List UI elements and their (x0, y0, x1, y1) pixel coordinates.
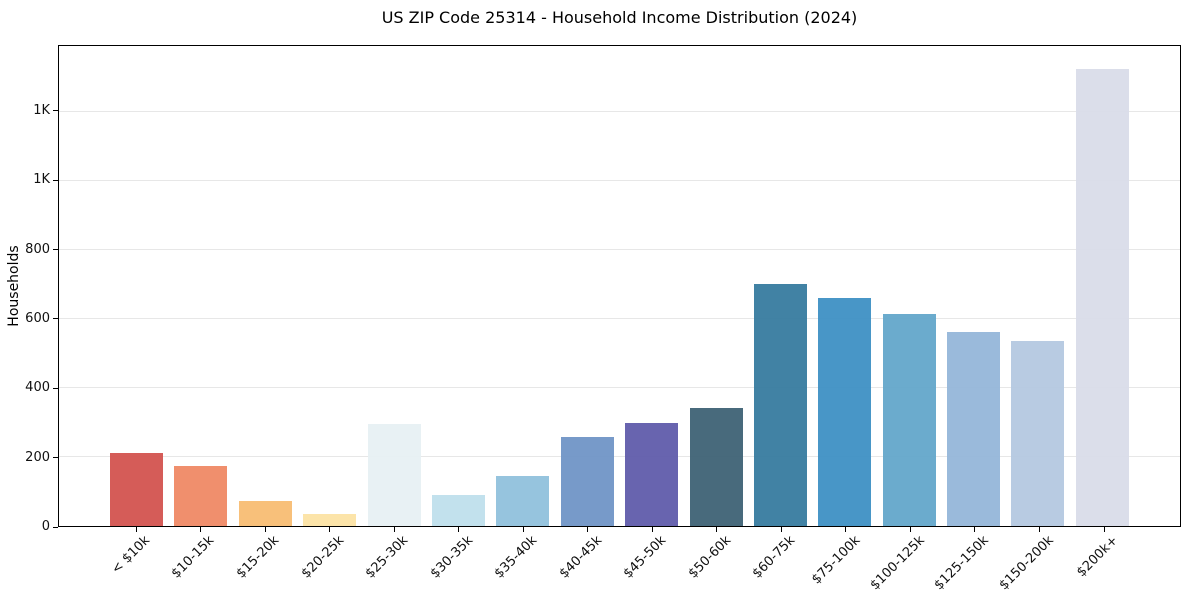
y-tick-mark (53, 249, 58, 251)
bar-0 (110, 453, 163, 526)
x-tick-mark (135, 527, 137, 532)
bar-8 (625, 423, 679, 526)
y-tick-mark (53, 318, 58, 320)
bar-15 (1075, 69, 1129, 526)
x-tick-label: $40-45k (556, 533, 605, 582)
gridline (59, 386, 1180, 388)
bar-4 (367, 424, 421, 526)
x-tick-label: < $10k (109, 533, 154, 578)
x-tick-label: $75-100k (808, 533, 863, 588)
y-tick-mark (53, 457, 58, 459)
x-tick-mark (716, 527, 718, 532)
bar-13 (947, 331, 1001, 526)
x-tick-label: $45-50k (620, 533, 670, 582)
x-tick-mark (909, 527, 911, 532)
x-tick-label: $20-25k (298, 533, 347, 582)
bar-6 (496, 475, 550, 526)
y-tick-label: 800 (25, 241, 50, 257)
gridline (59, 110, 1180, 112)
bar-1 (174, 465, 228, 526)
x-tick-mark (587, 527, 589, 532)
gridline (59, 455, 1180, 457)
x-tick-mark (329, 527, 331, 532)
x-tick-mark (522, 527, 524, 532)
x-tick-label: $200k+ (1074, 533, 1122, 581)
x-tick-mark (780, 527, 782, 532)
bar-10 (753, 284, 807, 526)
bar-12 (882, 313, 936, 526)
x-tick-mark (845, 527, 847, 532)
x-tick-label: $35-40k (491, 533, 541, 582)
bar-9 (689, 408, 743, 526)
plot-area (58, 45, 1181, 527)
gridline (59, 179, 1180, 181)
bars-container (59, 46, 1180, 526)
gridline (59, 317, 1180, 319)
gridline (59, 248, 1180, 250)
y-tick-label: 0 (41, 519, 50, 534)
x-tick-mark (974, 527, 976, 532)
y-tick-label: 400 (25, 380, 50, 396)
x-tick-label: $15-20k (233, 533, 283, 582)
y-tick-label: 1K (33, 102, 50, 118)
x-tick-mark (393, 527, 395, 532)
x-tick-mark (1103, 527, 1105, 532)
x-tick-mark (1038, 527, 1040, 532)
bar-14 (1011, 340, 1065, 526)
x-tick-label: $50-60k (685, 533, 734, 582)
x-tick-mark (458, 527, 460, 532)
x-tick-label: $60-75k (749, 533, 799, 582)
y-tick-mark (53, 526, 58, 528)
x-tick-label: $150-200k (996, 533, 1057, 593)
x-tick-label: $10-15k (169, 533, 218, 582)
chart-title: US ZIP Code 25314 - Household Income Dis… (381, 8, 858, 27)
bar-5 (431, 495, 485, 526)
x-tick-label: $100-125k (867, 533, 928, 593)
x-tick-label: $125-150k (931, 533, 993, 593)
y-tick-mark (53, 110, 58, 112)
y-tick-label: 600 (25, 310, 50, 326)
x-tick-mark (200, 527, 202, 532)
x-tick-label: $25-30k (362, 533, 412, 582)
bar-2 (238, 501, 292, 526)
bar-3 (303, 514, 357, 526)
y-tick-label: 1K (33, 172, 50, 188)
x-tick-mark (264, 527, 266, 532)
y-tick-mark (53, 179, 58, 181)
x-tick-label: $30-35k (427, 533, 476, 582)
x-tick-mark (651, 527, 653, 532)
y-tick-mark (53, 387, 58, 389)
bar-7 (560, 436, 614, 526)
y-tick-label: 200 (25, 449, 50, 465)
bar-11 (818, 297, 872, 526)
